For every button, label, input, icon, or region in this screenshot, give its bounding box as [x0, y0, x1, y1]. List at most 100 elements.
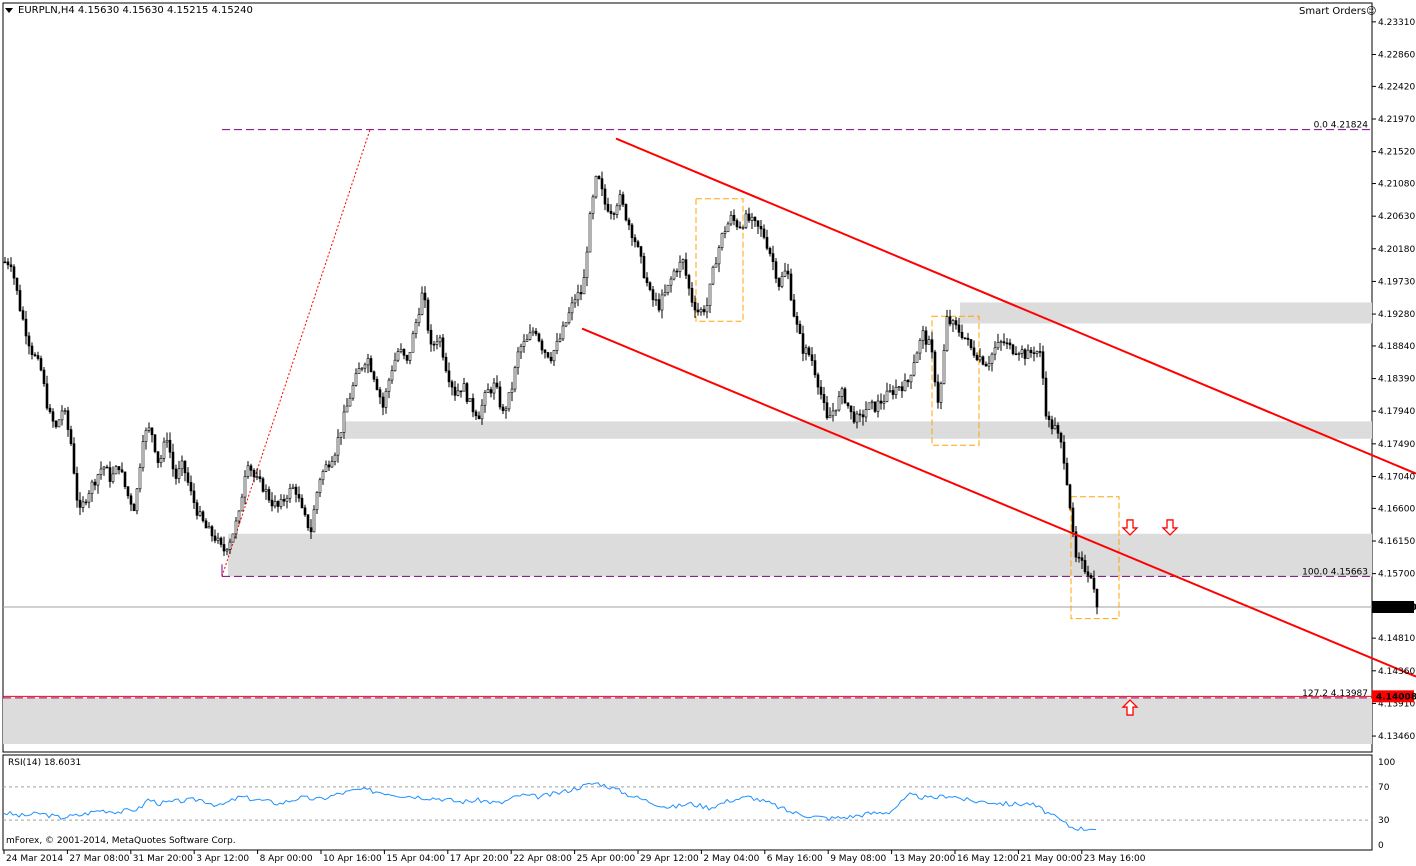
candle-body — [717, 247, 721, 265]
candle-body — [774, 261, 778, 279]
candle-body — [999, 341, 1003, 343]
candle-body — [303, 507, 307, 516]
time-tick-label: 16 May 12:00 — [957, 854, 1019, 864]
candle-body — [765, 237, 769, 249]
candle-body — [150, 427, 154, 436]
rsi-tick-label: 100 — [1378, 758, 1395, 768]
rsi-tick-label: 0 — [1378, 841, 1384, 851]
candle-body — [924, 330, 928, 345]
candle-body — [651, 289, 655, 301]
time-tick-label: 13 May 20:00 — [894, 854, 956, 864]
candle-body — [252, 469, 256, 478]
candle-body — [300, 497, 304, 509]
smart-orders-label[interactable]: Smart Orders☺ — [1299, 6, 1377, 17]
candle-body — [930, 339, 934, 353]
candle-body — [27, 335, 31, 347]
candle-body — [282, 499, 286, 502]
candle-body — [612, 213, 616, 215]
candle-body — [318, 479, 322, 493]
candle-body — [621, 194, 625, 205]
candle-body — [684, 259, 688, 276]
candle-body — [117, 466, 121, 471]
candle-body — [807, 347, 811, 356]
candle-body — [285, 497, 289, 502]
candle-body — [264, 489, 268, 492]
candle-body — [933, 351, 937, 383]
candle-body — [216, 537, 220, 541]
candle-body — [498, 386, 502, 408]
candle-body — [756, 220, 760, 227]
candle-body — [906, 380, 910, 383]
candle-body — [288, 488, 292, 499]
candle-body — [363, 364, 367, 369]
candle-body — [873, 401, 877, 412]
candle-body — [1092, 577, 1096, 590]
candle-body — [963, 337, 967, 340]
candle-body — [411, 333, 415, 353]
candle-body — [843, 388, 847, 404]
price-tick-label: 4.22860 — [1378, 50, 1415, 60]
candle-body — [1071, 507, 1075, 533]
candle-body — [837, 396, 841, 411]
collapse-arrow-icon[interactable] — [5, 8, 13, 13]
candle-body — [777, 278, 781, 287]
candle-body — [693, 302, 697, 311]
channel-line-upper — [615, 137, 1416, 475]
candle-body — [825, 402, 829, 419]
candle-body — [57, 419, 61, 428]
candle-body — [828, 415, 832, 419]
candle-body — [309, 527, 313, 533]
candle-body — [459, 390, 463, 393]
pattern-box-2 — [1070, 496, 1120, 620]
arrow-up-icon — [1121, 699, 1139, 716]
candle-body — [354, 373, 358, 386]
candle-body — [147, 427, 151, 431]
candle-body — [666, 284, 670, 293]
candle-body — [570, 302, 574, 314]
candle-body — [351, 385, 355, 399]
candle-body — [984, 363, 988, 367]
candle-body — [960, 331, 964, 339]
candle-body — [609, 210, 613, 214]
candle-body — [408, 351, 412, 361]
candle-body — [36, 355, 40, 359]
candle-body — [3, 261, 7, 264]
price-tag-bg — [1372, 600, 1414, 613]
candle-body — [45, 383, 49, 409]
candle-body — [78, 499, 82, 508]
candle-body — [468, 398, 472, 402]
candle-body — [975, 354, 979, 361]
price-tick-label: 4.13460 — [1378, 732, 1415, 742]
candle-body — [876, 400, 880, 412]
candle-body — [618, 194, 622, 207]
candle-body — [426, 299, 430, 331]
candle-body — [1062, 441, 1066, 464]
pattern-box-0 — [695, 198, 744, 322]
candle-body — [246, 465, 250, 477]
candle-body — [1089, 575, 1093, 579]
time-tick-label: 3 Apr 12:00 — [196, 854, 249, 864]
candle-body — [159, 458, 163, 463]
arrow-down-icon — [1121, 519, 1139, 536]
candle-body — [789, 273, 793, 301]
candle-body — [213, 535, 217, 541]
candle-body — [795, 316, 799, 325]
candle-body — [981, 356, 985, 365]
candle-body — [711, 266, 715, 285]
candle-body — [783, 270, 787, 277]
candle-body — [375, 378, 379, 390]
candle-body — [678, 261, 682, 272]
candle-body — [858, 413, 862, 416]
zone-0 — [960, 302, 1372, 324]
candle-body — [1065, 462, 1069, 486]
candle-body — [183, 460, 187, 474]
candle-body — [1014, 353, 1018, 356]
candle-body — [555, 340, 559, 351]
candle-body — [1080, 557, 1084, 561]
time-tick-label: 21 May 00:00 — [1020, 854, 1082, 864]
candle-body — [648, 282, 652, 290]
price-tick-label: 4.20630 — [1378, 212, 1415, 222]
candle-body — [546, 352, 550, 358]
candle-body — [366, 358, 370, 366]
